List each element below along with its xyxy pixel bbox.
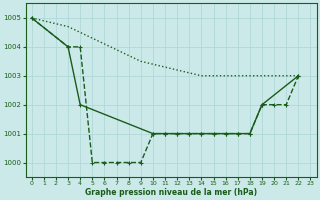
X-axis label: Graphe pression niveau de la mer (hPa): Graphe pression niveau de la mer (hPa): [85, 188, 257, 197]
